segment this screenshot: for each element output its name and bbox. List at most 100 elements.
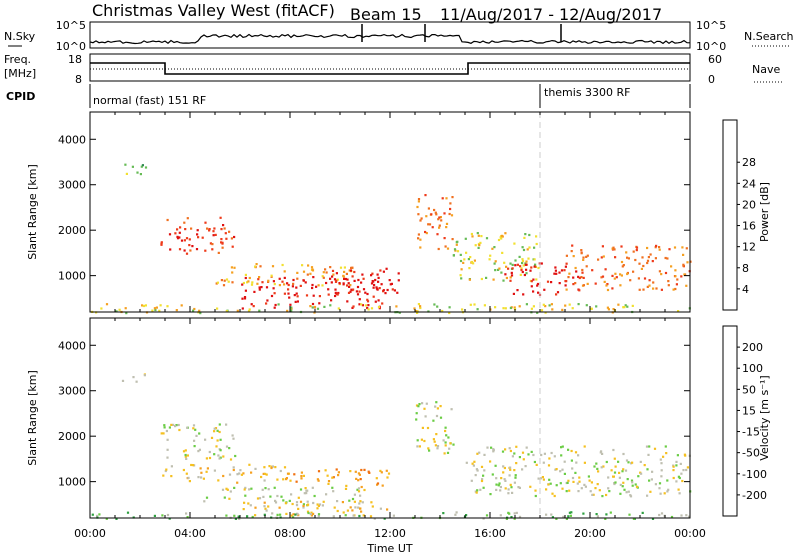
heatmap-cell <box>366 292 369 296</box>
heatmap-cell <box>336 293 339 296</box>
heatmap-cell <box>667 284 670 287</box>
heatmap-cell <box>354 506 357 509</box>
heatmap-cell <box>386 476 389 479</box>
heatmap-cell <box>250 303 253 306</box>
heatmap-cell <box>368 471 371 474</box>
heatmap-cell <box>257 278 260 281</box>
heatmap-cell <box>417 200 420 203</box>
heatmap-cell <box>250 487 253 490</box>
heatmap-cell <box>430 213 433 216</box>
heatmap-cell <box>219 216 222 219</box>
heatmap-cell <box>393 289 396 292</box>
heatmap-cell <box>443 237 446 240</box>
heatmap-cell <box>339 266 343 269</box>
heatmap-cell <box>522 264 525 267</box>
heatmap-cell <box>166 513 170 517</box>
heatmap-cell <box>218 423 221 426</box>
heatmap-cell <box>537 266 540 270</box>
heatmap-cell <box>582 276 585 279</box>
heatmap-cell <box>219 449 222 452</box>
heatmap-cell <box>620 245 623 248</box>
heatmap-cell <box>439 416 443 419</box>
heatmap-cell <box>424 194 427 197</box>
heatmap-cell <box>442 439 445 442</box>
heatmap-cell <box>331 275 334 278</box>
heatmap-cell <box>587 475 590 478</box>
heatmap-cell <box>500 477 503 480</box>
heatmap-cell <box>436 407 439 410</box>
x-tick-label: 04:00 <box>174 527 206 540</box>
heatmap-cell <box>554 468 557 471</box>
heatmap-cell <box>375 477 378 480</box>
heatmap-cell <box>271 265 275 268</box>
colorbar-tick-label: 12 <box>742 241 756 254</box>
heatmap-cell <box>186 217 189 220</box>
heatmap-cell <box>643 277 647 280</box>
heatmap-cell <box>518 515 522 518</box>
heatmap-cell <box>304 487 307 490</box>
heatmap-cell <box>503 478 506 481</box>
heatmap-cell <box>263 513 266 516</box>
heatmap-cell <box>451 238 454 241</box>
heatmap-cell <box>379 507 382 510</box>
heatmap-cell <box>266 299 269 302</box>
heatmap-cell <box>371 280 374 283</box>
heatmap-cell <box>263 501 266 504</box>
heatmap-cell <box>490 446 493 449</box>
heatmap-cell <box>561 308 564 311</box>
heatmap-cell <box>613 471 617 474</box>
heatmap-cell <box>170 475 173 478</box>
heatmap-cell <box>214 427 218 430</box>
heatmap-cell <box>209 242 212 245</box>
heatmap-cell <box>685 247 688 250</box>
heatmap-cell <box>677 475 680 478</box>
heatmap-cell <box>672 476 675 480</box>
heatmap-cell <box>507 492 510 495</box>
heatmap-cell <box>336 500 339 503</box>
heatmap-cell <box>220 241 223 244</box>
heatmap-cell <box>327 482 330 485</box>
heatmap-cell <box>296 513 299 516</box>
heatmap-cell <box>387 472 391 475</box>
heatmap-cell <box>353 493 356 496</box>
heatmap-cell <box>443 452 446 455</box>
heatmap-cell <box>258 286 261 289</box>
heatmap-cell <box>638 262 641 265</box>
heatmap-cell <box>524 262 527 265</box>
heatmap-cell <box>232 468 235 472</box>
heatmap-cell <box>166 438 169 441</box>
heatmap-cell <box>609 511 612 514</box>
heatmap-cell <box>550 281 553 284</box>
heatmap-cell <box>212 234 215 237</box>
heatmap-cell <box>312 512 315 515</box>
heatmap-cell <box>606 283 609 286</box>
heatmap-cell <box>153 514 156 517</box>
heatmap-cell <box>498 267 501 270</box>
heatmap-cell <box>586 254 589 257</box>
heatmap-cell <box>472 262 475 265</box>
heatmap-cell <box>233 235 236 239</box>
heatmap-cell <box>605 513 608 516</box>
heatmap-cell <box>504 232 507 235</box>
heatmap-cell <box>159 304 162 307</box>
heatmap-cell <box>570 250 573 253</box>
heatmap-cell <box>361 304 364 307</box>
cpid-mode-normal: normal (fast) 151 RF <box>93 94 206 107</box>
heatmap-cell <box>533 246 536 249</box>
heatmap-cell <box>437 247 440 251</box>
heatmap-cell <box>540 453 543 457</box>
heatmap-cell <box>193 307 196 311</box>
heatmap-cell <box>363 468 366 471</box>
heatmap-cell <box>282 499 285 502</box>
heatmap-cell <box>251 281 254 284</box>
heatmap-cell <box>568 303 571 306</box>
heatmap-cell <box>273 306 276 309</box>
heatmap-cell <box>448 306 451 309</box>
heatmap-cell <box>622 264 625 267</box>
heatmap-cell <box>459 259 463 263</box>
heatmap-cell <box>536 311 539 314</box>
heatmap-cell <box>615 276 618 279</box>
heatmap-cell <box>162 474 165 477</box>
heatmap-cell <box>321 504 324 507</box>
heatmap-cell <box>222 224 225 227</box>
